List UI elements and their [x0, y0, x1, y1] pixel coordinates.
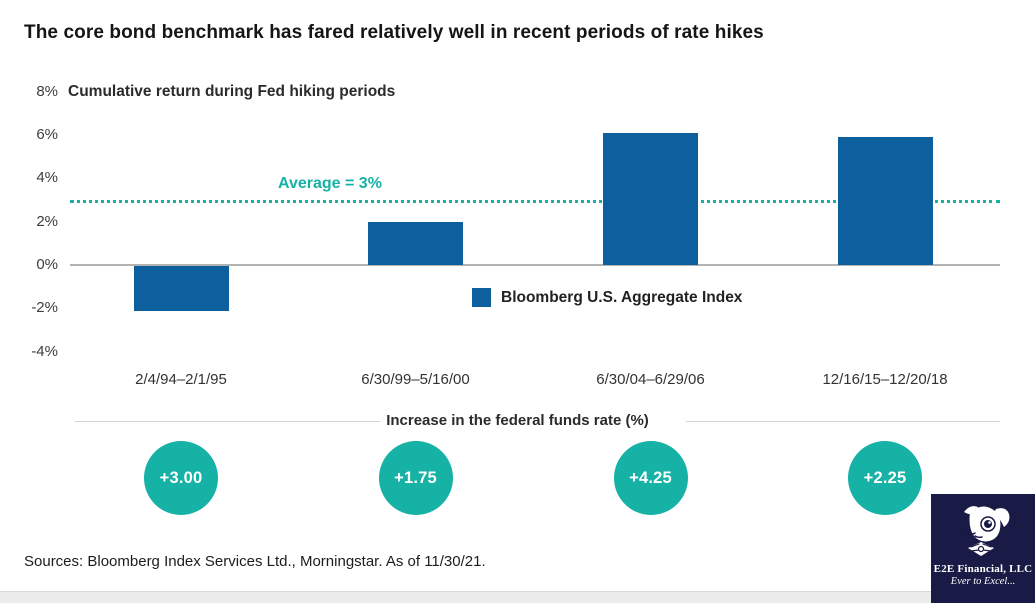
x-axis-category-label: 6/30/04–6/29/06 [596, 371, 705, 388]
chart-title: Cumulative return during Fed hiking peri… [68, 83, 396, 100]
logo-tagline: Ever to Excel... [950, 576, 1016, 587]
chart-legend: Bloomberg U.S. Aggregate Index [472, 288, 742, 307]
bar-2 [368, 221, 463, 265]
legend-swatch-blue [472, 288, 491, 307]
bottom-strip [0, 591, 1035, 603]
bar-3 [603, 132, 698, 265]
divider-line-left [75, 421, 380, 422]
fed-funds-rate-circle: +4.25 [613, 441, 688, 515]
y-axis-tick-label: 2% [36, 212, 58, 230]
company-logo: E2E Financial, LLC Ever to Excel... [931, 494, 1035, 603]
x-axis-category-label: 2/4/94–2/1/95 [135, 371, 227, 388]
y-axis-tick-label: 8% [36, 82, 58, 100]
average-dotted-line [70, 200, 1000, 204]
y-axis-tick-label: 4% [36, 169, 58, 187]
fed-funds-row-label: Increase in the federal funds rate (%) [386, 412, 649, 429]
y-axis-tick-label: 0% [36, 256, 58, 273]
y-axis-tick-label: -4% [31, 342, 58, 360]
bar-1 [133, 266, 229, 312]
zero-axis-line [70, 264, 1000, 266]
sources-footnote: Sources: Bloomberg Index Services Ltd., … [24, 553, 486, 570]
average-line-label: Average = 3% [278, 175, 382, 192]
legend-series-label: Bloomberg U.S. Aggregate Index [501, 288, 743, 306]
x-axis-category-label: 12/16/15–12/20/18 [822, 371, 948, 388]
fed-funds-rate-circle: +2.25 [848, 441, 922, 515]
fed-funds-rate-circle: +3.00 [144, 441, 218, 515]
logo-company-name: E2E Financial, LLC [933, 563, 1033, 575]
x-axis-category-label: 6/30/99–5/16/00 [361, 371, 470, 388]
y-axis-tick-label: 6% [36, 126, 58, 144]
bar-4 [837, 137, 933, 265]
dog-mascot-icon [964, 506, 1010, 556]
fed-funds-rate-circle: +1.75 [378, 441, 453, 515]
y-axis-tick-label: -2% [31, 299, 58, 317]
page-title: The core bond benchmark has fared relati… [24, 22, 764, 43]
divider-line-right [686, 421, 1000, 422]
